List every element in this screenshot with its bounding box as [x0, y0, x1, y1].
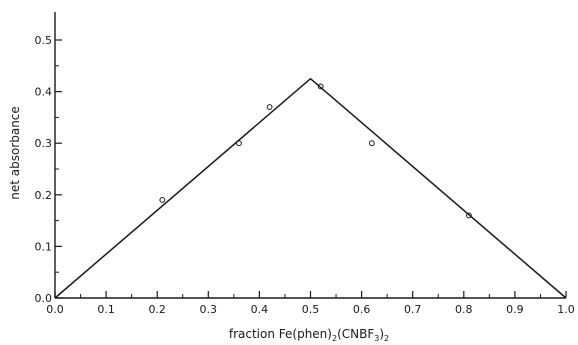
- x-axis-label-prefix: fraction Fe(phen): [229, 327, 332, 341]
- y-tick-label: 0.1: [35, 240, 53, 253]
- x-axis-label-close: ): [379, 327, 384, 341]
- y-tick-label: 0.5: [35, 34, 53, 47]
- y-tick-label: 0.4: [35, 86, 53, 99]
- fit-line-group: [54, 77, 567, 299]
- x-tick-label: 0.2: [148, 303, 166, 316]
- x-tick-label: 0.8: [455, 303, 473, 316]
- data-points-group: [159, 83, 472, 219]
- data-point: [317, 83, 324, 90]
- y-tick-label: 0.2: [35, 189, 53, 202]
- data-point: [159, 197, 166, 203]
- x-tick-label: 0.0: [46, 303, 64, 316]
- x-axis-label-middle: (CNBF: [337, 327, 374, 341]
- y-axis-label: net absorbance: [8, 106, 22, 200]
- x-tick-label: 0.4: [251, 303, 269, 316]
- x-axis-label-sub1: 2: [332, 334, 337, 343]
- x-tick-label: 0.7: [404, 303, 422, 316]
- y-tick-label: 0.0: [35, 292, 53, 305]
- y-axis-ticks: 0.0 0.1 0.2 0.3 0.4 0.5: [35, 34, 62, 305]
- data-point: [236, 140, 242, 147]
- x-tick-label: 0.5: [302, 303, 320, 316]
- data-point: [466, 212, 472, 219]
- x-axis-label-sub3: 2: [384, 334, 389, 343]
- x-tick-label: 0.9: [506, 303, 524, 316]
- x-tick-label: 0.3: [200, 303, 218, 316]
- data-point: [266, 104, 273, 110]
- x-axis-label-sub2: 3: [374, 334, 379, 343]
- fit-line: [54, 77, 567, 299]
- x-tick-label: 0.1: [97, 303, 115, 316]
- y-tick-label: 0.3: [35, 137, 53, 150]
- x-axis-label: fraction Fe(phen)2(CNBF3)2: [229, 327, 389, 343]
- x-tick-label: 1.0: [557, 303, 575, 316]
- x-axis-ticks: 0.0 0.1 0.2 0.3 0.4 0.5 0.6 0.7 0.8 0.9 1.0: [46, 291, 575, 316]
- axes: [54, 12, 566, 299]
- x-tick-label: 0.6: [353, 303, 371, 316]
- data-point: [368, 140, 375, 147]
